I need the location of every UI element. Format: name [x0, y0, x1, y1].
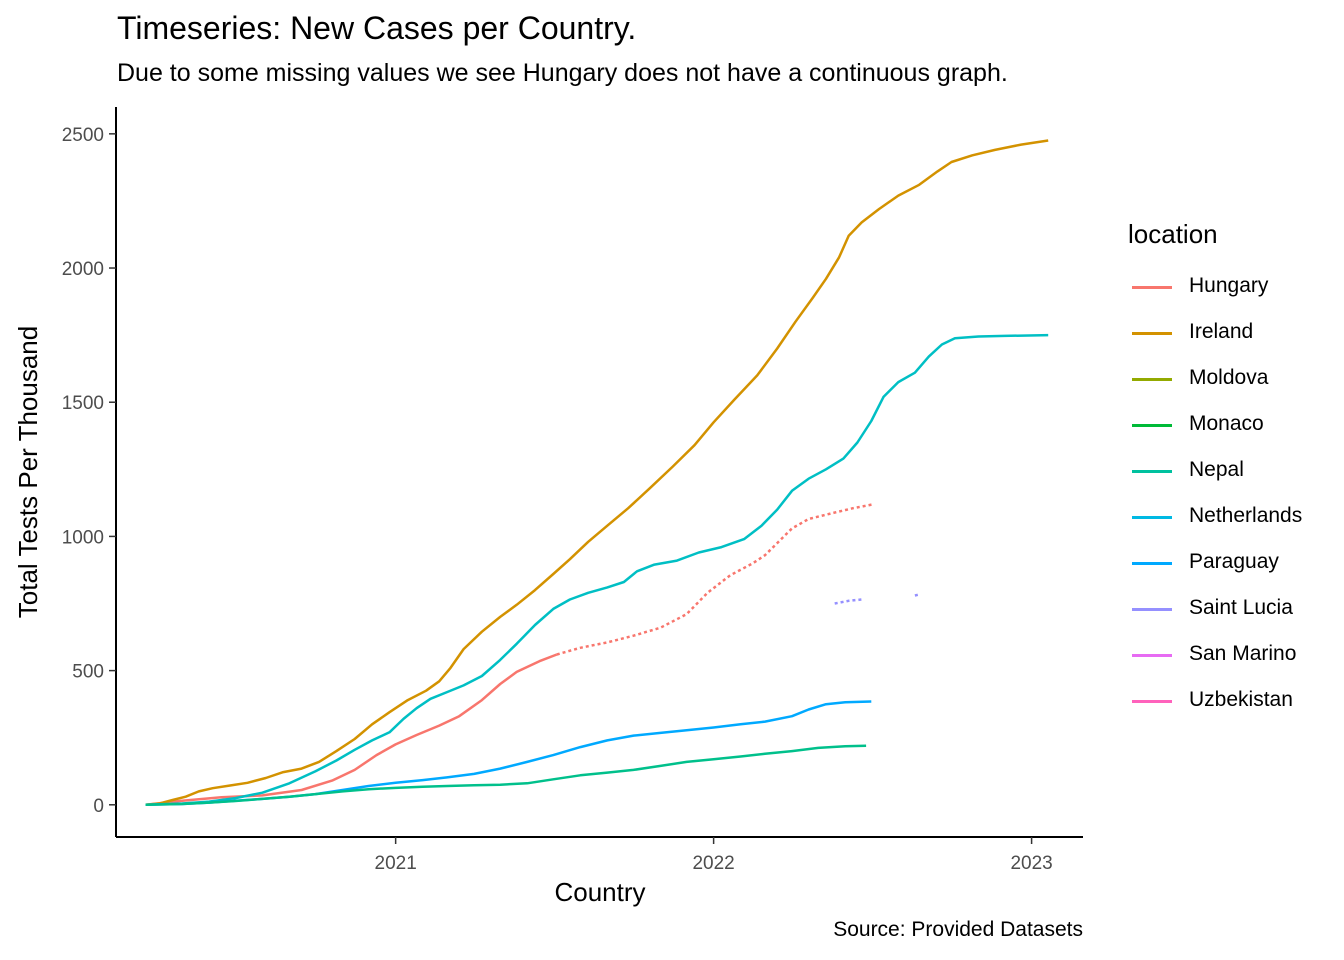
series-line-nepal — [145, 744, 867, 807]
x-axis-title: Country — [554, 877, 645, 907]
legend-key — [1132, 700, 1172, 703]
legend-label: Ireland — [1189, 320, 1254, 343]
x-tick-label: 2023 — [1010, 853, 1052, 874]
y-tick-label: 0 — [93, 796, 104, 817]
legend-key — [1132, 654, 1172, 657]
legend-label: Nepal — [1189, 458, 1244, 481]
legend-item-nepal: Nepal — [1128, 448, 1338, 494]
legend-label: Moldova — [1189, 366, 1269, 389]
series-line-hungary — [145, 653, 558, 807]
legend-key — [1132, 378, 1172, 381]
series-layer — [145, 139, 1049, 807]
series-line-ireland — [145, 139, 1049, 807]
legend-item-netherlands: Netherlands — [1128, 494, 1338, 540]
legend-label: Hungary — [1189, 274, 1269, 297]
y-tick-label: 500 — [72, 662, 104, 683]
legend-key — [1132, 608, 1172, 611]
series-line-saint-lucia — [834, 598, 862, 605]
legend-item-moldova: Moldova — [1128, 356, 1338, 402]
legend-item-monaco: Monaco — [1128, 402, 1338, 448]
legend-item-ireland: Ireland — [1128, 310, 1338, 356]
legend-key — [1132, 424, 1172, 427]
y-tick-label: 1000 — [62, 527, 104, 548]
chart-caption: Source: Provided Datasets — [833, 918, 1083, 941]
x-tick-label: 2022 — [692, 853, 734, 874]
legend-key — [1132, 332, 1172, 335]
chart-subtitle: Due to some missing values we see Hungar… — [117, 59, 1008, 87]
legend-item-saint-lucia: Saint Lucia — [1128, 586, 1338, 632]
y-tick-label: 2500 — [62, 125, 104, 146]
y-tick-label: 1500 — [62, 393, 104, 414]
legend-item-uzbekistan: Uzbekistan — [1128, 678, 1338, 724]
series-line-saint-lucia — [914, 593, 919, 597]
legend-item-hungary: Hungary — [1128, 264, 1338, 310]
series-line-netherlands — [145, 333, 1049, 807]
y-axis-title: Total Tests Per Thousand — [13, 326, 43, 618]
legend-key — [1132, 562, 1172, 565]
x-tick-label: 2021 — [375, 853, 417, 874]
legend-key — [1132, 286, 1172, 289]
legend-key — [1132, 470, 1172, 473]
legend-label: Uzbekistan — [1189, 688, 1293, 711]
legend-key — [1132, 516, 1172, 519]
legend-item-paraguay: Paraguay — [1128, 540, 1338, 586]
legend-label: Saint Lucia — [1189, 596, 1293, 619]
y-tick-label: 2000 — [62, 259, 104, 280]
legend-label: Netherlands — [1189, 504, 1303, 527]
x-ticks: 2021 2022 2023 — [375, 837, 1053, 874]
legend: Hungary Ireland Moldova Monaco Nepal Netherla… — [1128, 264, 1338, 724]
y-ticks: 0 500 1000 1500 2000 2500 — [62, 125, 116, 817]
chart-title: Timeseries: New Cases per Country. — [117, 10, 637, 46]
legend-item-san-marino: San Marino — [1128, 632, 1338, 678]
legend-label: Paraguay — [1189, 550, 1279, 573]
legend-title: location — [1128, 219, 1218, 249]
legend-label: San Marino — [1189, 642, 1297, 665]
legend-label: Monaco — [1189, 412, 1264, 435]
